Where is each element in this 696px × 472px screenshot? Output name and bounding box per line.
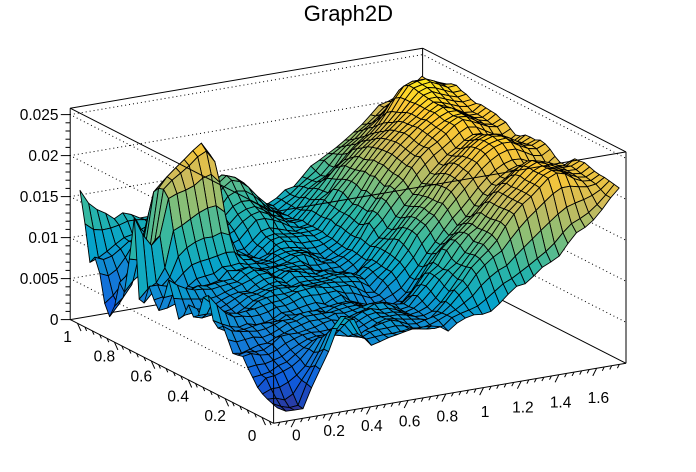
svg-text:0: 0	[292, 428, 301, 445]
svg-text:0.4: 0.4	[361, 418, 383, 435]
svg-text:0.2: 0.2	[204, 408, 226, 425]
svg-text:Graph2D: Graph2D	[304, 1, 393, 26]
svg-text:1: 1	[63, 329, 72, 346]
svg-text:0.025: 0.025	[20, 107, 59, 124]
svg-text:1.2: 1.2	[512, 399, 534, 416]
svg-text:0.005: 0.005	[20, 271, 59, 288]
svg-text:0: 0	[248, 428, 257, 445]
svg-text:0.6: 0.6	[399, 413, 421, 430]
svg-text:1: 1	[481, 404, 490, 421]
svg-text:0: 0	[50, 312, 59, 329]
svg-text:0.01: 0.01	[28, 230, 58, 247]
svg-text:0.6: 0.6	[131, 369, 153, 386]
svg-text:0.02: 0.02	[28, 148, 58, 165]
svg-text:1.6: 1.6	[588, 390, 610, 407]
svg-text:0.8: 0.8	[94, 349, 116, 366]
svg-text:0.4: 0.4	[167, 388, 189, 405]
svg-text:0.2: 0.2	[323, 423, 345, 440]
svg-text:0.015: 0.015	[20, 189, 59, 206]
svg-text:0.8: 0.8	[437, 409, 459, 426]
svg-text:1.4: 1.4	[550, 395, 572, 412]
